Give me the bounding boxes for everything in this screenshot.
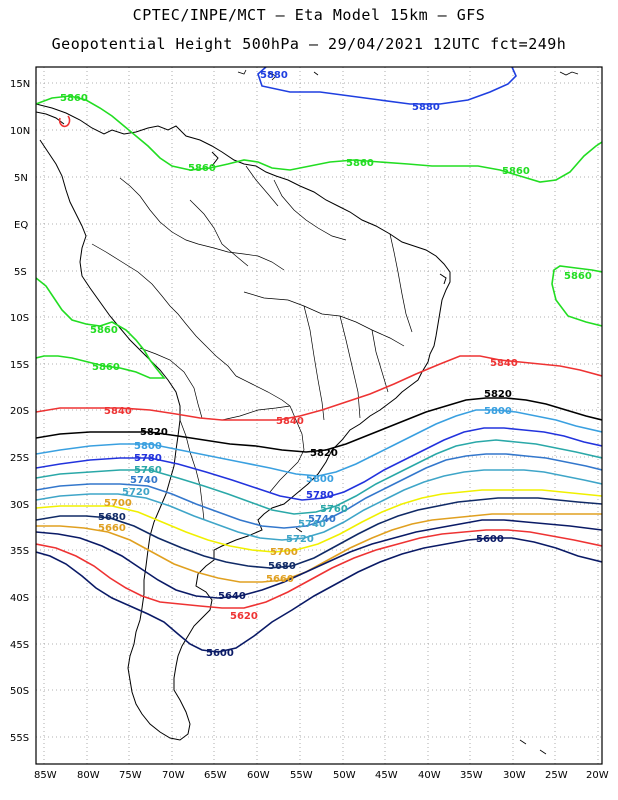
lat-label: 25S: [10, 453, 29, 464]
lon-label: 25W: [545, 770, 568, 781]
label-5780-a: 5780: [134, 453, 162, 464]
contour-5820: [36, 397, 602, 453]
label-5760-a: 5760: [134, 465, 162, 476]
contour-5880-north: [257, 67, 517, 105]
contour-5640: [36, 519, 602, 599]
label-5840-b: 5840: [104, 406, 132, 417]
label-5640: 5640: [218, 591, 246, 602]
label-5740-a: 5740: [130, 475, 158, 486]
contour-5720: [36, 469, 602, 541]
contour-5860-east: [551, 265, 602, 327]
contour-5620: [36, 529, 602, 609]
contour-5860-west: [36, 277, 166, 379]
lat-label: 20S: [10, 406, 29, 417]
label-5860-f: 5860: [90, 325, 118, 336]
label-5740-b: 5740: [308, 514, 336, 525]
lon-label: 35W: [460, 770, 483, 781]
lon-label: 50W: [333, 770, 356, 781]
map-title-line-2: Geopotential Height 500hPa – 29/04/2021 …: [51, 35, 567, 53]
label-5880-a: 5880: [260, 70, 288, 81]
contour-5600: [36, 537, 602, 653]
lon-label: 55W: [290, 770, 313, 781]
lon-label: 80W: [77, 770, 100, 781]
lat-label: 55S: [10, 733, 29, 744]
contour-5760: [36, 439, 602, 515]
label-5700-a: 5700: [104, 498, 132, 509]
label-5820-b: 5820: [140, 427, 168, 438]
label-5660-a: 5660: [98, 523, 126, 534]
contour-lines: [36, 67, 602, 653]
lat-label: 15N: [10, 79, 30, 90]
lat-label: 40S: [10, 593, 29, 604]
lon-label: 85W: [34, 770, 57, 781]
contour-5740: [36, 453, 602, 529]
contour-5700: [36, 489, 602, 553]
lat-lon-grid: [36, 67, 602, 764]
country-borders: [91, 165, 413, 521]
lon-label: 65W: [204, 770, 227, 781]
label-5780-b: 5780: [306, 490, 334, 501]
longitude-labels: 85W 80W 75W 70W 65W 60W 55W 50W 45W 40W …: [34, 770, 609, 781]
lat-label: 10N: [10, 126, 30, 137]
lon-label: 40W: [418, 770, 441, 781]
label-5700-b: 5700: [270, 547, 298, 558]
label-5800-c: 5800: [306, 474, 334, 485]
lon-label: 20W: [586, 770, 609, 781]
lat-label: 50S: [10, 686, 29, 697]
label-5860-e: 5860: [564, 271, 592, 282]
label-5720-a: 5720: [122, 487, 150, 498]
label-5860-g: 5860: [92, 362, 120, 373]
lat-label: 5N: [14, 173, 28, 184]
label-5600-a: 5600: [476, 534, 504, 545]
lat-label: 35S: [10, 546, 29, 557]
coastline: [36, 103, 451, 741]
contour-5780: [36, 427, 602, 501]
lat-label: 10S: [10, 313, 29, 324]
label-5860-b: 5860: [188, 163, 216, 174]
label-5860-c: 5860: [346, 158, 374, 169]
map-frame: [35, 66, 603, 765]
contour-5860-north: [36, 95, 602, 183]
label-5800-b: 5800: [134, 441, 162, 452]
label-5840-c: 5840: [276, 416, 304, 427]
contour-5680: [36, 497, 602, 569]
latitude-labels: 15N 10N 5N EQ 5S 10S 15S 20S 25S 30S 35S…: [10, 79, 30, 744]
lon-label: 70W: [162, 770, 185, 781]
lat-label: 30S: [10, 500, 29, 511]
contour-5660: [36, 513, 602, 583]
contour-5800-a: [36, 409, 602, 477]
label-5620: 5620: [230, 611, 258, 622]
label-5740-c: 5740: [298, 519, 326, 530]
label-5800-a: 5800: [484, 406, 512, 417]
islands: [237, 69, 579, 755]
contour-labels: 5880 5880 5860 5860 5860 5860 5860 5860 …: [60, 70, 592, 659]
high-cell-5860: [58, 115, 71, 128]
lon-label: 45W: [375, 770, 398, 781]
label-5880-b: 5880: [412, 102, 440, 113]
lon-label: 75W: [119, 770, 142, 781]
lat-label: 45S: [10, 640, 29, 651]
label-5820-c: 5820: [310, 448, 338, 459]
label-5860-a: 5860: [60, 93, 88, 104]
label-5860-d: 5860: [502, 166, 530, 177]
label-5600-b: 5600: [206, 648, 234, 659]
lon-label: 60W: [247, 770, 270, 781]
label-5760-b: 5760: [320, 504, 348, 515]
label-5660-b: 5660: [266, 574, 294, 585]
map-title-line-1: CPTEC/INPE/MCT – Eta Model 15km – GFS: [132, 6, 486, 24]
label-5680-a: 5680: [98, 512, 126, 523]
lat-label: EQ: [14, 220, 28, 231]
label-5720-b: 5720: [286, 534, 314, 545]
lat-label: 5S: [14, 267, 27, 278]
lat-label: 15S: [10, 360, 29, 371]
contour-5840: [36, 355, 602, 421]
label-5840-a: 5840: [490, 358, 518, 369]
lon-label: 30W: [503, 770, 526, 781]
label-5820-a: 5820: [484, 389, 512, 400]
label-5680-b: 5680: [268, 561, 296, 572]
